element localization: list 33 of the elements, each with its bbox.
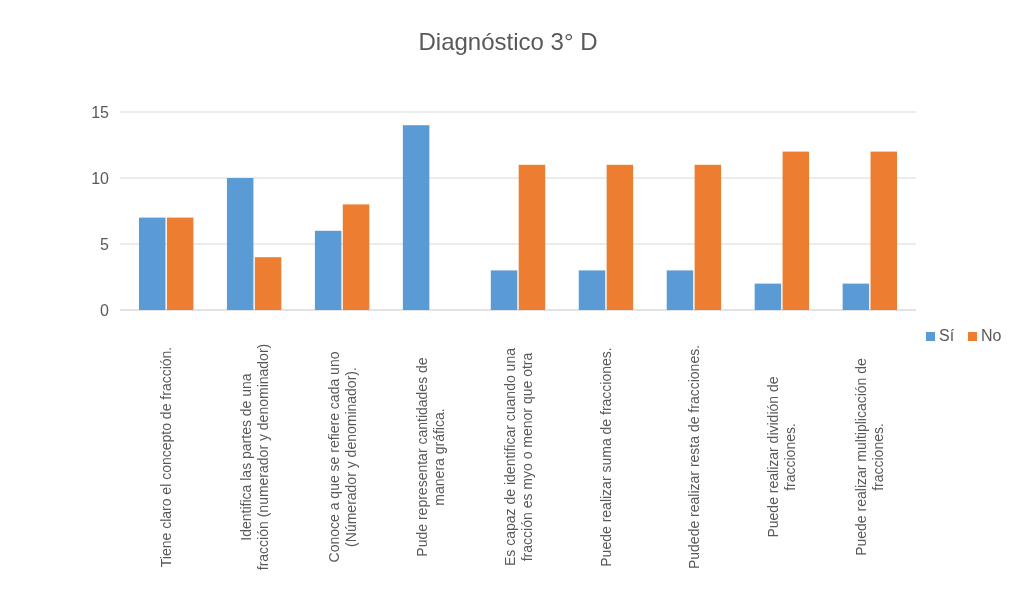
bar bbox=[138, 217, 166, 310]
bar bbox=[694, 164, 722, 310]
bar bbox=[314, 230, 342, 310]
bar bbox=[166, 217, 194, 310]
x-tick-label: Conoce a que se refiere cada uno (Númerador y denominador). bbox=[325, 351, 359, 563]
x-tick-label: Es capaz de identificar cuando una fracción es myo o menor que otra bbox=[501, 347, 535, 566]
bar bbox=[342, 204, 370, 310]
bar bbox=[578, 270, 606, 310]
bar bbox=[518, 164, 546, 310]
bar bbox=[754, 283, 782, 310]
x-tick-label: Tiene claro el concepto de fracción. bbox=[158, 346, 175, 568]
bar bbox=[870, 151, 898, 310]
x-tick-label: Pudede realizar resta de fracciones. bbox=[685, 344, 702, 570]
x-tick-label: Puede realizar dividión de fracciones. bbox=[765, 376, 799, 538]
x-tick-label: Pude representar cantidades de manera gráfica. bbox=[413, 357, 447, 557]
bar bbox=[402, 125, 430, 310]
x-tick-label: Identifica las partes de una fracción (numerador y denominador) bbox=[237, 343, 271, 571]
y-tick-label: 10 bbox=[91, 169, 110, 187]
bar bbox=[226, 178, 254, 310]
y-tick-label: 5 bbox=[100, 235, 110, 253]
x-tick-label: Puede realizar suma de fracciones. bbox=[597, 347, 614, 567]
y-tick-label: 0 bbox=[100, 301, 110, 319]
chart-title: Diagnóstico 3° D bbox=[418, 28, 598, 55]
x-tick-label: Puede realizar multiplicación de fracciones. bbox=[853, 357, 887, 556]
bar bbox=[606, 164, 634, 310]
bar bbox=[842, 283, 870, 310]
y-tick-label: 15 bbox=[91, 103, 110, 121]
bar bbox=[782, 151, 810, 310]
bar bbox=[254, 257, 282, 310]
bar bbox=[666, 270, 694, 310]
bar bbox=[490, 270, 518, 310]
legend-label: No bbox=[981, 327, 1002, 344]
legend-label: Sí bbox=[939, 327, 955, 344]
